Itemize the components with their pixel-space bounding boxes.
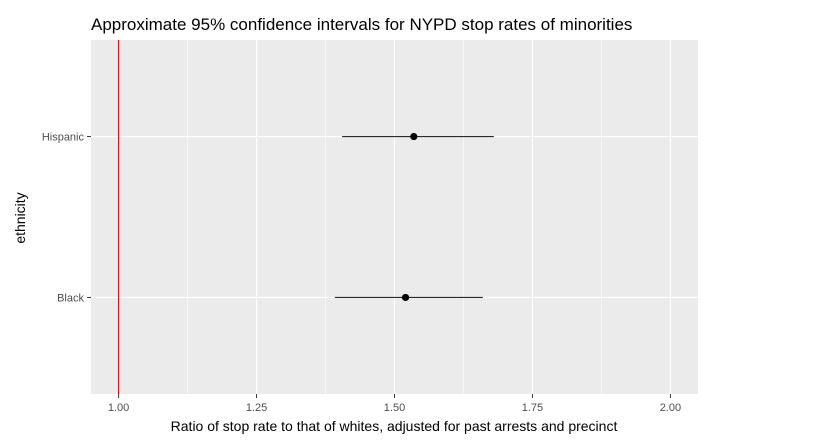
- y-tick-label: Black: [57, 292, 84, 304]
- chart-title: Approximate 95% confidence intervals for…: [91, 15, 632, 34]
- x-axis-title: Ratio of stop rate to that of whites, ad…: [171, 418, 618, 434]
- x-tick-label: 2.00: [660, 402, 681, 414]
- x-tick-label: 1.75: [522, 402, 543, 414]
- point-estimate-hispanic: [410, 132, 418, 141]
- x-tick-label: 1.25: [246, 402, 267, 414]
- y-axis-title: ethnicity: [12, 192, 28, 243]
- data-layer: [334, 132, 494, 302]
- x-tick-label: 1.50: [384, 402, 405, 414]
- x-tick-label: 1.00: [108, 402, 129, 414]
- point-estimate-black: [401, 293, 410, 302]
- axes: 1.00 1.25 1.50 1.75 2.00 Hispanic Black: [42, 132, 681, 414]
- y-tick-label: Hispanic: [42, 132, 85, 144]
